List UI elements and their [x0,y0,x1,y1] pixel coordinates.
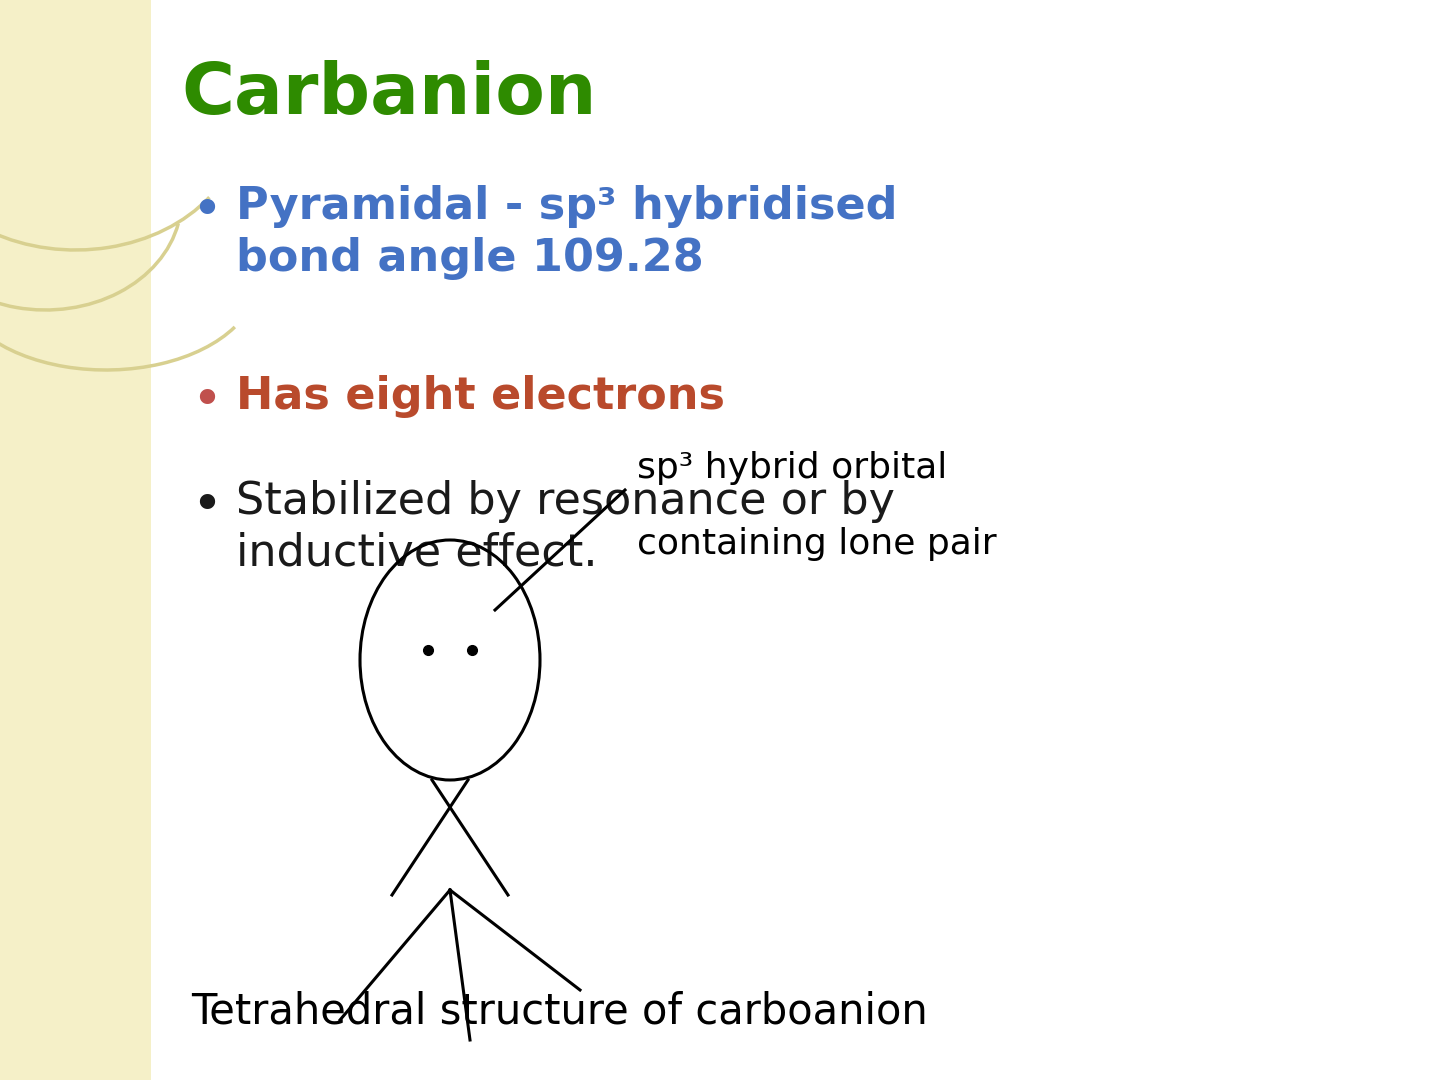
Text: sp³ hybrid orbital: sp³ hybrid orbital [636,451,948,485]
Text: •: • [192,185,222,237]
Text: Carbanion: Carbanion [181,60,596,129]
Bar [0,0,151,1080]
Text: •: • [192,480,222,532]
Text: inductive effect.: inductive effect. [236,532,598,575]
Text: •: • [192,375,222,427]
Text: Has eight electrons: Has eight electrons [236,375,726,418]
Text: bond angle 109.28: bond angle 109.28 [236,237,704,280]
Text: Pyramidal - sp³ hybridised: Pyramidal - sp³ hybridised [236,185,897,228]
Text: Stabilized by resonance or by: Stabilized by resonance or by [236,480,896,523]
Text: Tetrahedral structure of carboanion: Tetrahedral structure of carboanion [192,990,927,1032]
Text: containing lone pair: containing lone pair [636,527,996,561]
